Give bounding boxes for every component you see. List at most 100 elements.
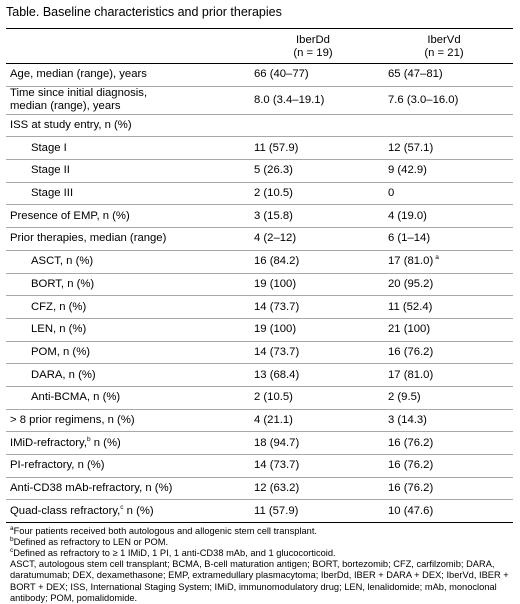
iberdd-value: 2 (10.5) <box>251 386 375 410</box>
iberdd-value: 14 (73.7) <box>251 341 375 365</box>
table-row: DARA, n (%) 13 (68.4) 17 (81.0) <box>6 363 513 387</box>
footnote-c-mark: c <box>10 547 14 555</box>
ibervd-value: 12 (57.1) <box>388 141 434 154</box>
table-title: Table. Baseline characteristics and prio… <box>6 5 282 19</box>
ibervd-value: 7.6 (3.0–16.0) <box>388 93 459 106</box>
iberdd-value: 19 (100) <box>251 273 375 297</box>
table-body: Age, median (range), years 66 (40–77) 65 (… <box>6 63 513 524</box>
ibervd-value-footnote-mark: a <box>435 254 439 262</box>
row-label: POM, n (%) <box>31 345 90 358</box>
iberdd-value: 14 (73.7) <box>251 454 375 478</box>
row-label-cell: Anti-BCMA, n (%) <box>6 386 251 410</box>
row-label: Quad-class refractory, <box>10 504 121 517</box>
row-label: > 8 prior regimens, n (%) <box>10 413 135 426</box>
table-row: IMiD-refractory,b n (%) 18 (94.7) 16 (76.2… <box>6 431 513 455</box>
row-label: Stage II <box>31 164 70 177</box>
iberdd-value: 11 (57.9) <box>251 499 375 524</box>
row-label: DARA, n (%) <box>31 368 96 381</box>
table-row: Prior therapies, median (range) 4 (2–12) 6… <box>6 227 513 251</box>
ibervd-value-cell: 20 (95.2) <box>375 273 513 297</box>
table-row: POM, n (%) 14 (73.7) 16 (76.2) <box>6 341 513 365</box>
row-label-cell: PI-refractory, n (%) <box>6 454 251 478</box>
footnote-a-mark: a <box>10 524 14 532</box>
table-row: Quad-class refractory,c n (%) 11 (57.9) 10… <box>6 499 513 524</box>
row-label: Prior therapies, median (range) <box>10 232 167 245</box>
header-iberdd-n: (n = 19) <box>293 47 333 59</box>
table-row: LEN, n (%) 19 (100) 21 (100) <box>6 318 513 342</box>
row-label: LEN, n (%) <box>31 323 87 336</box>
header-blank-cell <box>6 28 251 64</box>
ibervd-value: 6 (1–14) <box>388 232 431 245</box>
header-iberdd-name: IberDd <box>296 34 330 46</box>
table-row: ASCT, n (%) 16 (84.2) 17 (81.0) a <box>6 250 513 274</box>
table-row: CFZ, n (%) 14 (73.7) 11 (52.4) <box>6 295 513 319</box>
ibervd-value-cell: 10 (47.6) <box>375 499 513 524</box>
header-ibervd-name: IberVd <box>427 34 461 46</box>
row-label-cell: Time since initial diagnosis, median (ran… <box>6 86 251 115</box>
iberdd-value: 5 (26.3) <box>251 159 375 183</box>
iberdd-value: 11 (57.9) <box>251 136 375 161</box>
row-label-cell: Stage I <box>6 136 251 161</box>
table-row: Presence of EMP, n (%) 3 (15.8) 4 (19.0) <box>6 204 513 229</box>
ibervd-value-cell: 17 (81.0) <box>375 363 513 387</box>
table-row: Age, median (range), years 66 (40–77) 65 (… <box>6 63 513 87</box>
header-row: IberDd (n = 19) IberVd (n = 21) <box>6 28 513 64</box>
row-label-cell: ISS at study entry, n (%) <box>6 114 251 138</box>
row-label: Time since initial diagnosis, <box>10 87 148 100</box>
iberdd-value: 14 (73.7) <box>251 295 375 319</box>
ibervd-value: 65 (47–81) <box>388 68 443 81</box>
iberdd-value: 2 (10.5) <box>251 182 375 206</box>
ibervd-value: 0 <box>388 187 395 200</box>
iberdd-value: 66 (40–77) <box>251 63 375 87</box>
iberdd-value: 4 (21.1) <box>251 409 375 433</box>
row-label: Presence of EMP, n (%) <box>10 209 130 222</box>
ibervd-value: 10 (47.6) <box>388 504 434 517</box>
row-label-footnote-mark: c <box>120 503 124 511</box>
table-row: Stage III 2 (10.5) 0 <box>6 182 513 206</box>
iberdd-value: 18 (94.7) <box>251 431 375 455</box>
row-label: Anti-BCMA, n (%) <box>31 391 121 404</box>
row-label-cell: Presence of EMP, n (%) <box>6 204 251 229</box>
document-page: Table. Baseline characteristics and prio… <box>6 5 513 603</box>
header-ibervd: IberVd (n = 21) <box>375 28 513 64</box>
ibervd-value: 16 (76.2) <box>388 482 434 495</box>
iberdd-value: 4 (2–12) <box>251 227 375 251</box>
ibervd-value-cell: 4 (19.0) <box>375 204 513 229</box>
footnote-b-text: Defined as refractory to LEN or POM. <box>13 537 169 548</box>
table-footnotes: aFour patients received both autologous … <box>6 524 510 604</box>
ibervd-value-cell: 0 <box>375 182 513 206</box>
row-label-cell: DARA, n (%) <box>6 363 251 387</box>
ibervd-value-cell: 21 (100) <box>375 318 513 342</box>
table-row: Stage I 11 (57.9) 12 (57.1) <box>6 136 513 161</box>
row-label-line2: median (range), years <box>10 100 121 113</box>
footnote-a-text: Four patients received both autologous a… <box>13 526 317 537</box>
row-label-footnote-mark: b <box>87 435 91 443</box>
ibervd-value-cell: 65 (47–81) <box>375 63 513 87</box>
row-label: ASCT, n (%) <box>31 255 94 268</box>
ibervd-value-cell: 16 (76.2) <box>375 477 513 501</box>
ibervd-value: 3 (14.3) <box>388 413 427 426</box>
row-label-cell: Quad-class refractory,c n (%) <box>6 499 251 524</box>
iberdd-value: 3 (15.8) <box>251 204 375 229</box>
row-label-cell: Prior therapies, median (range) <box>6 227 251 251</box>
ibervd-value-cell: 16 (76.2) <box>375 431 513 455</box>
row-label: Stage III <box>31 187 74 200</box>
row-label: BORT, n (%) <box>31 277 95 290</box>
baseline-characteristics-table: IberDd (n = 19) IberVd (n = 21) Age, med… <box>6 28 513 524</box>
table-row: Stage II 5 (26.3) 9 (42.9) <box>6 159 513 183</box>
row-label: ISS at study entry, n (%) <box>10 119 132 132</box>
table-row: Time since initial diagnosis, median (ran… <box>6 86 513 115</box>
ibervd-value: 16 (76.2) <box>388 436 434 449</box>
iberdd-value: 12 (63.2) <box>251 477 375 501</box>
ibervd-value-cell: 12 (57.1) <box>375 136 513 161</box>
iberdd-value: 8.0 (3.4–19.1) <box>251 86 375 115</box>
ibervd-value: 21 (100) <box>388 323 431 336</box>
table-row: ISS at study entry, n (%) <box>6 114 513 138</box>
iberdd-value: 19 (100) <box>251 318 375 342</box>
row-label-cell: ASCT, n (%) <box>6 250 251 274</box>
row-label: Stage I <box>31 141 67 154</box>
ibervd-value-cell: 17 (81.0) a <box>375 250 513 274</box>
row-label-cell: Stage III <box>6 182 251 206</box>
header-iberdd: IberDd (n = 19) <box>251 28 375 64</box>
ibervd-value-cell: 7.6 (3.0–16.0) <box>375 86 513 115</box>
